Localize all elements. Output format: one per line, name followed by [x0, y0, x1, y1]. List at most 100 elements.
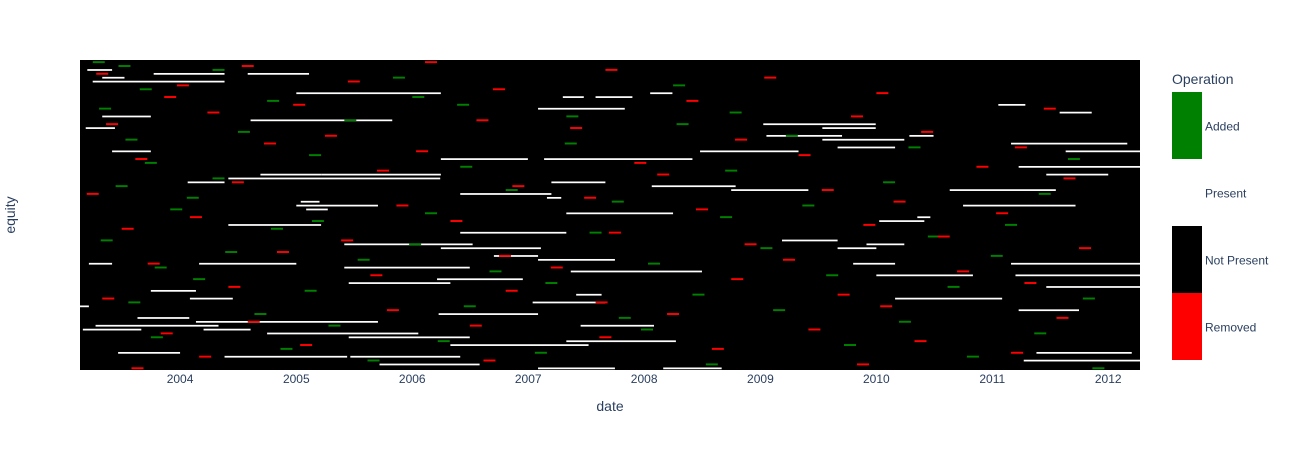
y-axis-title: equity — [2, 196, 18, 233]
x-tick-label: 2011 — [979, 372, 1005, 386]
present-cell — [837, 247, 877, 250]
removed-cell — [160, 332, 173, 335]
plot-area[interactable] — [80, 60, 1140, 370]
present-cell — [306, 208, 328, 211]
removed-cell — [863, 223, 876, 226]
added-cell — [409, 243, 422, 246]
legend-label: Not Present — [1205, 254, 1269, 268]
added-cell — [280, 347, 293, 350]
legend-label: Added — [1205, 120, 1240, 134]
colorbar-legend: Operation Added Present Not Present Removed — [1172, 71, 1269, 360]
removed-cell — [764, 76, 777, 79]
removed-cell — [667, 313, 680, 315]
present-cell — [1036, 351, 1132, 354]
legend-swatch-present — [1172, 159, 1202, 226]
removed-cell — [370, 274, 383, 277]
removed-cell — [608, 231, 621, 234]
removed-cell — [241, 65, 254, 67]
legend-label: Present — [1205, 187, 1247, 201]
present-cell — [731, 189, 809, 191]
added-cell — [725, 169, 738, 172]
removed-cell — [199, 355, 212, 358]
removed-cell — [450, 220, 463, 222]
present-cell — [118, 351, 181, 354]
present-cell — [153, 72, 225, 75]
added-cell — [705, 363, 718, 366]
removed-cell — [821, 189, 834, 191]
added-cell — [150, 336, 163, 339]
removed-cell — [341, 239, 354, 242]
present-cell — [102, 115, 151, 118]
present-cell — [88, 262, 113, 265]
present-cell — [437, 278, 523, 281]
present-cell — [350, 355, 461, 358]
removed-cell — [584, 196, 597, 199]
added-cell — [267, 99, 280, 102]
x-tick-label: 2009 — [747, 372, 774, 386]
present-cell — [576, 293, 602, 296]
present-cell — [551, 181, 606, 184]
present-cell — [822, 138, 905, 141]
removed-cell — [921, 130, 934, 133]
removed-cell — [121, 227, 134, 230]
removed-cell — [957, 270, 970, 273]
removed-cell — [880, 305, 893, 308]
present-cell — [538, 258, 615, 261]
removed-cell — [1011, 351, 1024, 354]
added-cell — [463, 305, 476, 308]
present-cell — [296, 92, 441, 95]
added-cell — [720, 216, 733, 219]
present-cell — [137, 317, 190, 319]
added-cell — [676, 123, 689, 126]
present-cell — [85, 127, 115, 129]
removed-cell — [386, 309, 399, 312]
removed-cell — [131, 367, 144, 370]
removed-cell — [1079, 247, 1092, 250]
removed-cell — [102, 297, 115, 300]
removed-cell — [634, 161, 647, 164]
added-cell — [225, 251, 238, 253]
added-cell — [212, 177, 225, 180]
legend-swatch-added — [1172, 92, 1202, 159]
x-tick-label: 2004 — [167, 372, 194, 386]
removed-cell — [492, 88, 505, 91]
present-cell — [1011, 262, 1140, 265]
removed-cell — [686, 99, 699, 102]
present-cell — [250, 119, 393, 122]
removed-cell — [106, 123, 119, 126]
removed-cell — [1063, 177, 1076, 180]
present-cell — [1046, 173, 1109, 176]
present-cell — [909, 134, 934, 137]
added-cell — [802, 204, 815, 207]
added-cell — [760, 247, 773, 250]
removed-cell — [476, 119, 489, 122]
removed-cell — [247, 320, 260, 323]
removed-cell — [96, 72, 109, 75]
present-cell — [532, 301, 606, 304]
removed-cell — [857, 363, 870, 366]
legend-title: Operation — [1172, 71, 1233, 87]
present-cell — [450, 344, 589, 346]
removed-cell — [416, 150, 429, 153]
present-cell — [228, 224, 322, 226]
added-cell — [344, 119, 357, 122]
added-cell — [908, 146, 921, 149]
present-cell — [300, 200, 320, 203]
present-cell — [1011, 142, 1128, 145]
x-tick-label: 2005 — [283, 372, 310, 386]
present-cell — [344, 266, 470, 269]
added-cell — [128, 301, 141, 304]
present-cell — [296, 204, 378, 207]
added-cell — [392, 76, 405, 79]
present-cell — [949, 189, 1056, 191]
added-cell — [773, 309, 786, 312]
present-cell — [876, 274, 973, 277]
removed-cell — [135, 158, 148, 160]
removed-cell — [189, 216, 202, 219]
present-cell — [822, 127, 876, 129]
present-cell — [440, 247, 541, 250]
present-cell — [95, 324, 219, 327]
removed-cell — [605, 68, 618, 71]
added-cell — [589, 231, 602, 234]
present-cell — [460, 193, 552, 195]
